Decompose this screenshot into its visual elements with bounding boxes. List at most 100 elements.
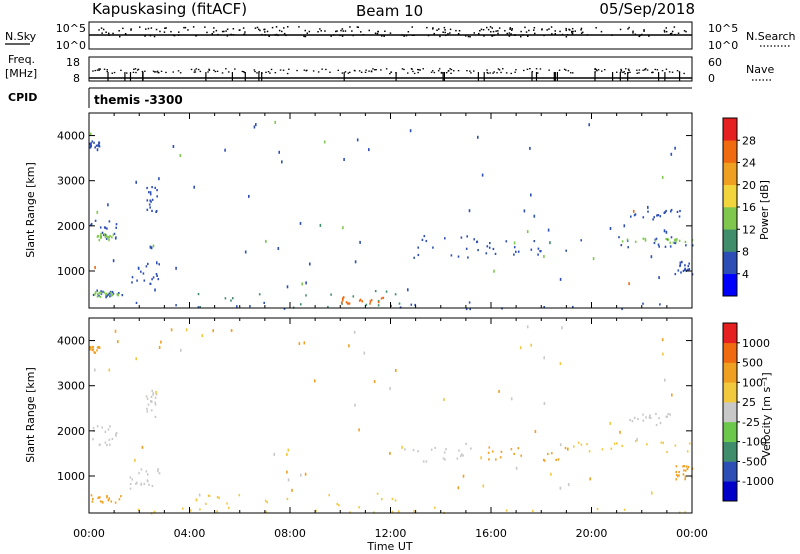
range-gate-cell [150,409,153,412]
range-gate-cell [423,235,426,238]
range-gate-cell [432,246,434,249]
isolated-echo [244,250,247,254]
nave-point [432,70,434,72]
range-gate-cell [489,242,491,245]
nave-point [438,68,441,70]
range-gate-cell [189,509,192,512]
isolated-echo [481,173,484,177]
noise-search-point [561,33,564,36]
range-gate-cell [494,252,497,255]
range-gate-cell [338,504,340,507]
range-gate-cell [140,468,143,471]
range-gate-cell [488,446,491,449]
noise-search-point [522,34,524,36]
noise-search-point [541,29,543,31]
isolated-echo [559,362,562,366]
nave-point [194,69,196,71]
range-gate-cell [687,465,690,469]
range-gate-cell [152,392,155,395]
isolated-echo [684,475,687,479]
range-gate-cell [676,238,678,241]
range-gate-cell [92,438,94,441]
noise-search-point [405,34,408,37]
range-gate-cell [93,141,95,144]
noise-search-point [389,32,392,34]
nave-point [623,71,625,73]
range-gate-cell [216,496,219,499]
range-gate-cell [458,449,460,452]
isolated-echo [588,123,590,127]
noise-search-point [611,34,613,36]
frequency-panel: Freq. [MHz] 18 8 60 0 Nave [5,53,774,85]
nave-point [195,68,198,70]
noise-right-label: N.Search [746,30,796,43]
range-gate-cell [195,498,198,501]
range-gate-cell [151,389,153,392]
colorbar-swatch [723,481,737,502]
range-gate-cell [340,301,343,304]
nave-point [497,68,500,70]
range-gate-cell [377,304,380,307]
range-gate-cell [348,302,351,305]
time-tick-label: 08:00 [274,527,306,540]
noise-search-point [411,26,413,28]
range-gate-cell [115,434,117,437]
isolated-echo [286,285,289,289]
range-gate-cell [412,449,415,452]
range-gate-cell [109,234,111,238]
isolated-echo [462,474,465,478]
range-gate-cell [103,226,106,229]
nave-point [256,72,258,74]
noise-search-point [432,28,434,30]
isolated-echo [287,448,290,452]
range-gate-cell [370,299,373,302]
isolated-echo [342,226,344,230]
nave-point [620,68,622,71]
ytick-label: 1000 [57,265,85,278]
range-gate-cell [510,448,513,451]
range-gate-cell [658,417,660,420]
noise-search-point [497,32,499,35]
range-gate-cell [108,497,111,500]
range-gate-cell [149,199,151,202]
nave-point [132,71,135,73]
noise-search-point [426,26,428,29]
nave-point [567,70,570,72]
range-gate-cell [266,501,268,504]
range-gate-cell [104,430,107,433]
range-gate-cell [154,403,157,406]
nave-point [216,70,219,72]
noise-search-point [324,30,326,32]
range-gate-cell [445,448,447,451]
range-gate-cell [616,442,618,445]
range-gate-cell [107,236,110,239]
range-gate-cell [199,306,201,309]
noise-search-point [554,33,556,35]
isolated-echo [519,346,522,350]
nave-point [241,70,244,73]
nave-point [401,68,404,70]
range-gate-cell [131,281,133,284]
time-tick-label: 16:00 [475,527,507,540]
nave-point [487,72,489,74]
range-gate-cell [678,215,681,218]
noise-search-point [554,30,556,32]
noise-search-point [467,35,470,38]
noise-search-point [242,27,245,29]
range-gate-cell [208,494,211,497]
nave-point [671,71,674,73]
nave-point [228,71,230,73]
range-gate-cell [96,295,99,298]
noise-search-point [357,26,359,28]
nave-point [447,70,450,72]
range-gate-cell [653,216,655,219]
nave-point [638,69,641,71]
range-gate-cell [539,250,541,253]
noise-search-point [344,30,347,32]
nave-point [644,69,646,71]
range-gate-cell [114,501,117,504]
nave-point [469,70,471,72]
range-gate-cell [505,509,508,512]
noise-search-point [285,34,287,37]
range-gate-cell [103,291,106,294]
